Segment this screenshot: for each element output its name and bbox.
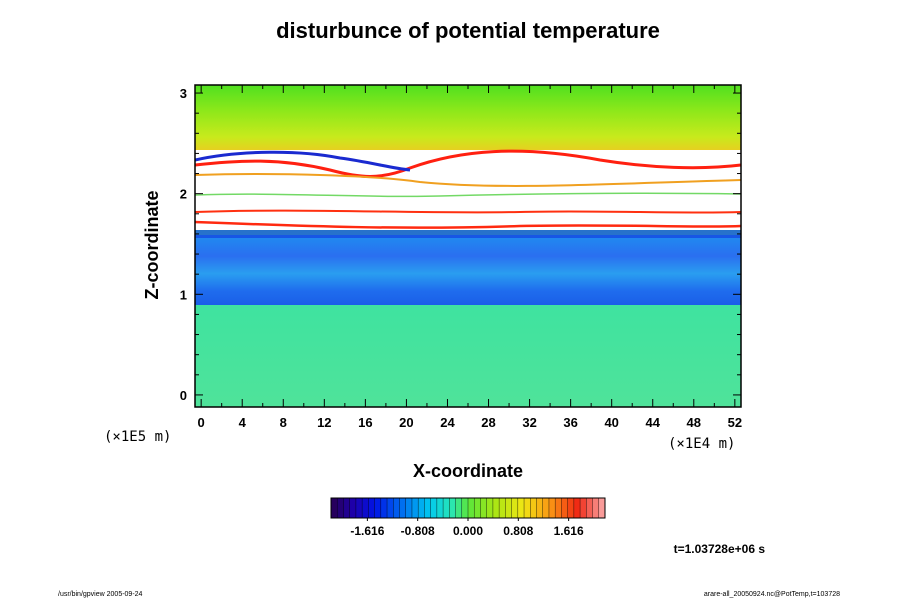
colorbar-swatch	[455, 498, 463, 518]
y-tick-label: 0	[180, 388, 187, 403]
colorbar-swatch	[405, 498, 413, 518]
colorbar-tick-label: 0.808	[503, 524, 533, 538]
colorbar-swatch	[505, 498, 512, 518]
x-tick-label: 32	[522, 415, 536, 430]
colorbar-swatch	[573, 498, 581, 518]
colorbar-swatch	[555, 498, 562, 518]
colorbar-swatch	[567, 498, 575, 518]
y-axis-label: Z-coordinate	[142, 190, 162, 299]
x-tick-label: 44	[646, 415, 661, 430]
colorbar-swatch	[542, 498, 550, 518]
colorbar-swatch	[592, 498, 600, 518]
upper-layer	[195, 85, 741, 150]
colorbar-tick-label: 1.616	[554, 524, 584, 538]
y-tick-label: 2	[180, 187, 187, 202]
colorbar-swatch	[598, 498, 606, 518]
x-tick-label: 8	[280, 415, 287, 430]
footer-left: /usr/bin/gpview 2005-09-24	[58, 591, 143, 598]
colorbar-swatch	[536, 498, 544, 518]
colorbar-swatch	[499, 498, 506, 518]
colorbar-tick-label: 0.000	[453, 524, 483, 538]
colorbar-swatch	[355, 498, 363, 518]
x-tick-label: 0	[198, 415, 205, 430]
colorbar-swatch	[530, 498, 537, 518]
colorbar-swatch	[393, 498, 400, 518]
x-tick-label: 40	[604, 415, 618, 430]
colorbar-swatch	[548, 498, 556, 518]
colorbar-swatch	[436, 498, 444, 518]
colorbar-swatch	[511, 498, 519, 518]
contour-red-middle	[195, 209, 741, 214]
y-tick-label: 1	[180, 287, 187, 302]
blue-top-edge	[195, 230, 741, 238]
colorbar-swatch	[586, 498, 593, 518]
y-tick-label: 3	[180, 86, 187, 101]
colorbar-swatch	[399, 498, 407, 518]
colorbar-swatch	[461, 498, 469, 518]
blue-layer	[195, 235, 741, 305]
contour-red-lower	[195, 220, 741, 229]
x-unit-label: (×1E4 m)	[668, 436, 735, 452]
colorbar-swatch	[430, 498, 438, 518]
colorbar-swatch	[411, 498, 419, 518]
colorbar-swatch	[480, 498, 487, 518]
contour-green-middle	[195, 192, 741, 198]
colorbar-swatch	[424, 498, 431, 518]
colorbar-swatch	[468, 498, 475, 518]
x-tick-label: 16	[358, 415, 372, 430]
colorbar-swatch	[474, 498, 481, 518]
colorbar-swatch	[362, 498, 369, 518]
heatmap-field	[195, 85, 741, 407]
colorbar-tick-label: -0.808	[401, 524, 435, 538]
x-tick-label: 4	[239, 415, 247, 430]
colorbar-swatch	[418, 498, 425, 518]
colorbar-swatch	[374, 498, 382, 518]
time-annotation: t=1.03728e+06 s	[674, 542, 766, 556]
colorbar	[330, 497, 606, 519]
x-tick-label: 48	[687, 415, 701, 430]
colorbar-swatch	[343, 498, 350, 518]
colorbar-swatch	[349, 498, 357, 518]
contour-blue-upper	[195, 150, 411, 172]
x-tick-label: 20	[399, 415, 413, 430]
x-tick-label: 12	[317, 415, 331, 430]
colorbar-ticks: -1.616 -0.808 0.000 0.808 1.616	[350, 518, 584, 538]
colorbar-swatch	[517, 498, 525, 518]
colorbar-swatch	[337, 498, 344, 518]
colorbar-swatch	[380, 498, 388, 518]
y-unit-label: (×1E5 m)	[104, 429, 171, 445]
colorbar-swatch	[387, 498, 394, 518]
colorbar-swatch	[492, 498, 500, 518]
x-axis-ticks: 0 4 8 12 16 20 24 28 32 36 40 44 48 52	[198, 85, 742, 430]
x-tick-label: 36	[563, 415, 577, 430]
colorbar-swatch	[486, 498, 494, 518]
x-tick-label: 28	[481, 415, 495, 430]
colorbar-swatch	[449, 498, 456, 518]
colorbar-swatch	[580, 498, 587, 518]
colorbar-swatch	[331, 498, 338, 518]
x-tick-label: 52	[728, 415, 742, 430]
y-axis-ticks: 0 1 2 3	[180, 86, 741, 403]
colorbar-swatch	[368, 498, 375, 518]
x-tick-label: 24	[440, 415, 455, 430]
colorbar-swatch	[443, 498, 450, 518]
x-axis-label: X-coordinate	[413, 461, 523, 481]
chart-title: disturbunce of potential temperature	[276, 18, 660, 43]
colorbar-swatch	[561, 498, 568, 518]
lower-layer	[195, 300, 741, 407]
colorbar-tick-label: -1.616	[350, 524, 384, 538]
colorbar-swatch	[524, 498, 531, 518]
contour-orange-1	[195, 172, 741, 187]
footer-right: arare-all_20050924.nc@PotTemp,t=103728	[704, 591, 840, 598]
contour-red-upper	[195, 149, 741, 178]
